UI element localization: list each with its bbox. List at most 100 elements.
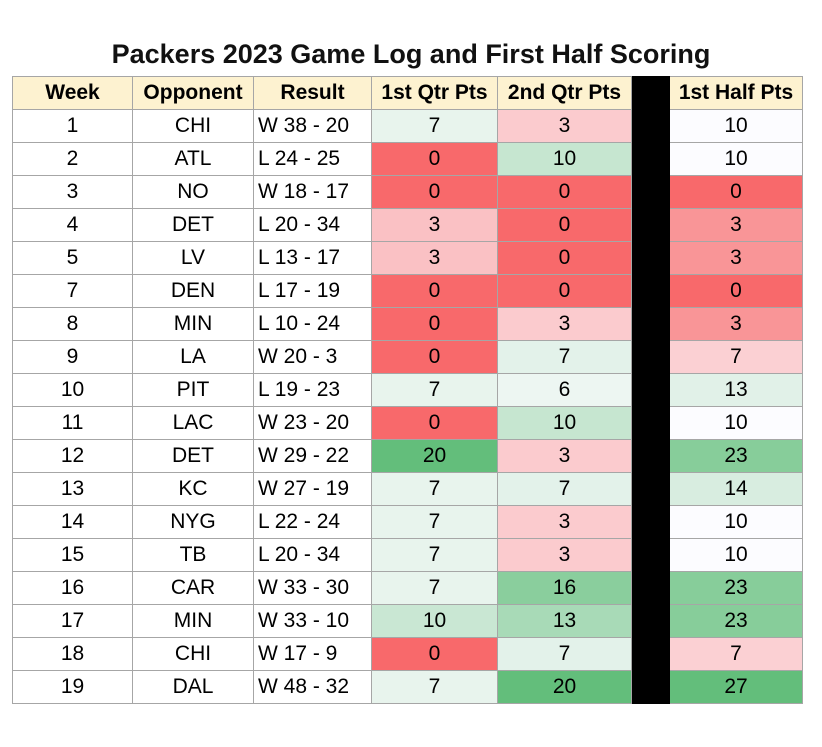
separator-cell — [631, 505, 670, 539]
q1-pts-cell: 0 — [371, 274, 498, 308]
half-pts-cell: 7 — [669, 340, 803, 374]
header-row: Week Opponent Result 1st Qtr Pts 2nd Qtr… — [12, 76, 803, 110]
q2-pts-cell: 3 — [497, 109, 632, 143]
table-row: 11 LAC W 23 - 20 0 10 10 — [12, 406, 803, 440]
q1-pts-cell: 0 — [371, 142, 498, 176]
q2-pts-cell: 3 — [497, 439, 632, 473]
table-row: 19 DAL W 48 - 32 7 20 27 — [12, 670, 803, 704]
separator-cell — [631, 373, 670, 407]
table-row: 14 NYG L 22 - 24 7 3 10 — [12, 505, 803, 539]
q2-pts-cell: 0 — [497, 241, 632, 275]
q2-pts-cell: 0 — [497, 274, 632, 308]
header-1st-half-pts: 1st Half Pts — [669, 76, 803, 110]
q2-pts-cell: 3 — [497, 307, 632, 341]
result-cell: L 20 - 34 — [253, 538, 372, 572]
opponent-cell: LAC — [132, 406, 254, 440]
result-cell: W 23 - 20 — [253, 406, 372, 440]
header-2nd-qtr-pts: 2nd Qtr Pts — [497, 76, 632, 110]
result-cell: W 27 - 19 — [253, 472, 372, 506]
q1-pts-cell: 0 — [371, 340, 498, 374]
q1-pts-cell: 7 — [371, 472, 498, 506]
table-row: 3 NO W 18 - 17 0 0 0 — [12, 175, 803, 209]
result-cell: W 17 - 9 — [253, 637, 372, 671]
week-cell: 10 — [12, 373, 133, 407]
half-pts-cell: 10 — [669, 406, 803, 440]
week-cell: 13 — [12, 472, 133, 506]
table-row: 10 PIT L 19 - 23 7 6 13 — [12, 373, 803, 407]
week-cell: 7 — [12, 274, 133, 308]
table-row: 1 CHI W 38 - 20 7 3 10 — [12, 109, 803, 143]
table-row: 12 DET W 29 - 22 20 3 23 — [12, 439, 803, 473]
q2-pts-cell: 7 — [497, 340, 632, 374]
q2-pts-cell: 16 — [497, 571, 632, 605]
q1-pts-cell: 0 — [371, 307, 498, 341]
q2-pts-cell: 3 — [497, 538, 632, 572]
week-cell: 1 — [12, 109, 133, 143]
week-cell: 15 — [12, 538, 133, 572]
week-cell: 18 — [12, 637, 133, 671]
table-row: 17 MIN W 33 - 10 10 13 23 — [12, 604, 803, 638]
q2-pts-cell: 0 — [497, 208, 632, 242]
q1-pts-cell: 0 — [371, 406, 498, 440]
separator-cell — [631, 472, 670, 506]
result-cell: L 22 - 24 — [253, 505, 372, 539]
table-body: 1 CHI W 38 - 20 7 3 10 2 ATL L 24 - 25 0 10 10 3 NO W … — [12, 109, 803, 704]
q2-pts-cell: 10 — [497, 142, 632, 176]
q1-pts-cell: 10 — [371, 604, 498, 638]
result-cell: L 10 - 24 — [253, 307, 372, 341]
game-log-table: Week Opponent Result 1st Qtr Pts 2nd Qtr… — [12, 76, 803, 704]
q2-pts-cell: 20 — [497, 670, 632, 704]
half-pts-cell: 0 — [669, 274, 803, 308]
half-pts-cell: 10 — [669, 505, 803, 539]
q2-pts-cell: 13 — [497, 604, 632, 638]
week-cell: 11 — [12, 406, 133, 440]
q1-pts-cell: 7 — [371, 571, 498, 605]
week-cell: 2 — [12, 142, 133, 176]
q2-pts-cell: 3 — [497, 505, 632, 539]
result-cell: L 20 - 34 — [253, 208, 372, 242]
half-pts-cell: 14 — [669, 472, 803, 506]
result-cell: W 33 - 30 — [253, 571, 372, 605]
opponent-cell: MIN — [132, 307, 254, 341]
separator-cell — [631, 538, 670, 572]
opponent-cell: DET — [132, 439, 254, 473]
opponent-cell: CHI — [132, 109, 254, 143]
half-pts-cell: 23 — [669, 604, 803, 638]
half-pts-cell: 3 — [669, 208, 803, 242]
result-cell: W 18 - 17 — [253, 175, 372, 209]
half-pts-cell: 10 — [669, 538, 803, 572]
q1-pts-cell: 7 — [371, 109, 498, 143]
result-cell: W 29 - 22 — [253, 439, 372, 473]
q2-pts-cell: 6 — [497, 373, 632, 407]
week-cell: 8 — [12, 307, 133, 341]
opponent-cell: ATL — [132, 142, 254, 176]
result-cell: L 24 - 25 — [253, 142, 372, 176]
table-row: 8 MIN L 10 - 24 0 3 3 — [12, 307, 803, 341]
table-row: 7 DEN L 17 - 19 0 0 0 — [12, 274, 803, 308]
result-cell: W 33 - 10 — [253, 604, 372, 638]
opponent-cell: CHI — [132, 637, 254, 671]
half-pts-cell: 10 — [669, 142, 803, 176]
opponent-cell: CAR — [132, 571, 254, 605]
separator-cell — [631, 175, 670, 209]
result-cell: L 19 - 23 — [253, 373, 372, 407]
half-pts-cell: 7 — [669, 637, 803, 671]
q1-pts-cell: 0 — [371, 637, 498, 671]
half-pts-cell: 10 — [669, 109, 803, 143]
q1-pts-cell: 7 — [371, 373, 498, 407]
separator-cell — [631, 142, 670, 176]
opponent-cell: MIN — [132, 604, 254, 638]
opponent-cell: PIT — [132, 373, 254, 407]
separator-cell — [631, 109, 670, 143]
q2-pts-cell: 7 — [497, 637, 632, 671]
half-pts-cell: 3 — [669, 241, 803, 275]
week-cell: 19 — [12, 670, 133, 704]
q1-pts-cell: 7 — [371, 505, 498, 539]
opponent-cell: KC — [132, 472, 254, 506]
header-opponent: Opponent — [132, 76, 254, 110]
q2-pts-cell: 7 — [497, 472, 632, 506]
separator-cell — [631, 274, 670, 308]
opponent-cell: TB — [132, 538, 254, 572]
separator-cell — [631, 637, 670, 671]
